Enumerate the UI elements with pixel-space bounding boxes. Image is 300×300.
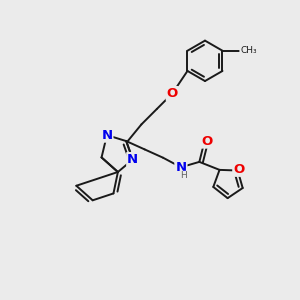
Text: N: N [101,129,112,142]
Text: N: N [127,153,138,166]
Text: N: N [175,161,187,174]
Text: O: O [202,135,213,148]
Text: H: H [180,171,187,180]
Text: O: O [167,87,178,100]
Text: O: O [233,163,244,176]
Text: CH₃: CH₃ [240,46,257,55]
